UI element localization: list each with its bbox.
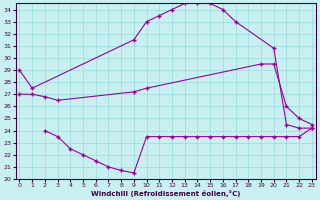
X-axis label: Windchill (Refroidissement éolien,°C): Windchill (Refroidissement éolien,°C) — [91, 190, 240, 197]
